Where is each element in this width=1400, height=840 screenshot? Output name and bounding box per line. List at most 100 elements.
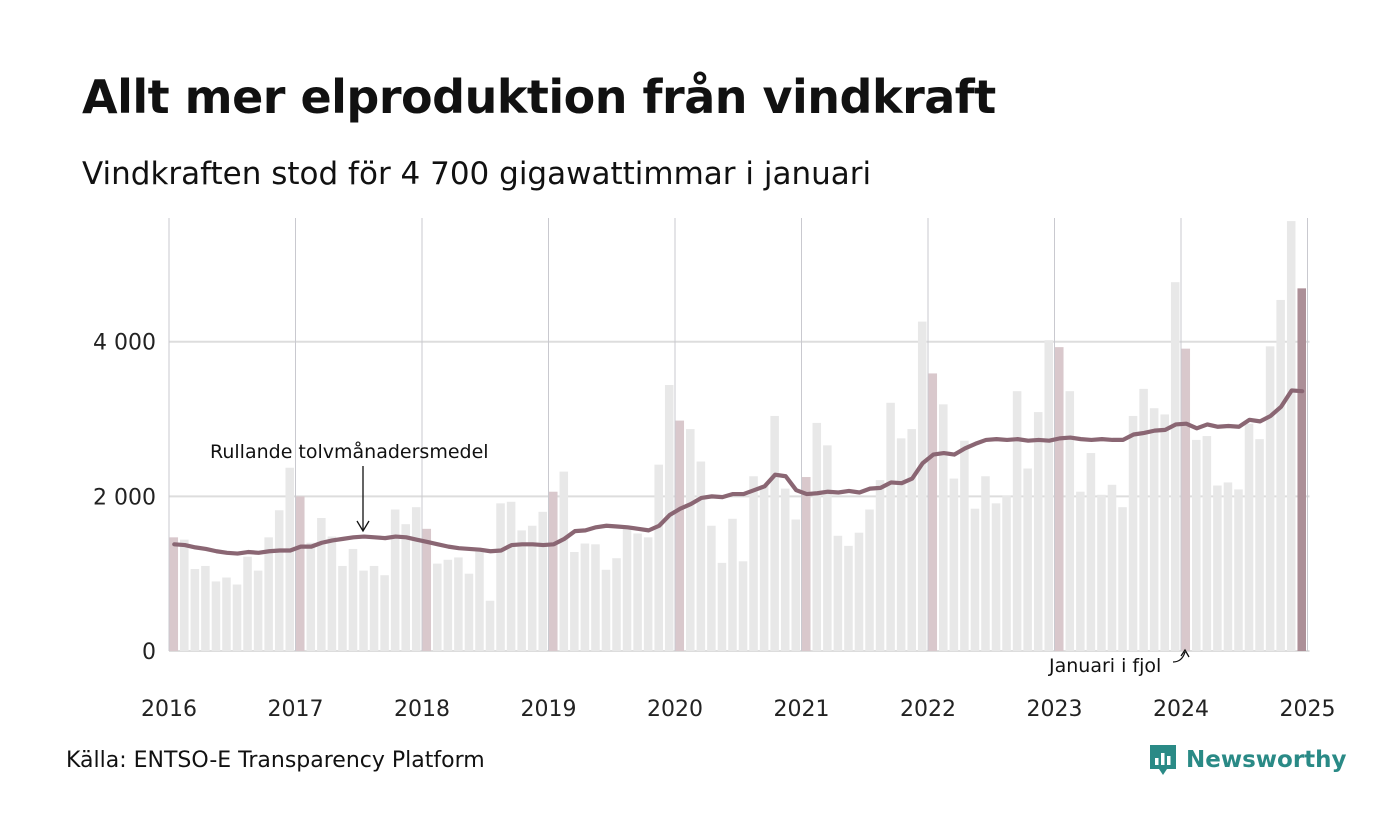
rolling-average-arrowhead <box>356 520 370 533</box>
bar-month <box>264 537 273 651</box>
x-tick-label: 2020 <box>647 697 703 722</box>
bar-month <box>1044 340 1053 651</box>
chart-subtitle: Vindkraften stod för 4 700 gigawattimmar… <box>82 156 872 192</box>
y-tick-label: 4 000 <box>93 331 156 356</box>
bar-month <box>907 429 916 651</box>
bar-month <box>759 485 769 651</box>
bar-month <box>1286 221 1296 651</box>
monthly-bars <box>169 221 1306 652</box>
bar-month <box>886 402 895 651</box>
bar-month <box>633 533 642 651</box>
bar-month <box>612 558 621 651</box>
bar-month <box>222 577 231 651</box>
newsworthy-logo[interactable]: Newsworthy <box>1148 743 1347 777</box>
january-last-year-arrow <box>1172 651 1186 663</box>
source-note: Källa: ENTSO-E Transparency Platform <box>66 748 485 773</box>
january-last-year-annotation: Januari i fjol <box>1048 655 1161 677</box>
bar-month <box>591 544 600 651</box>
bar-month <box>1118 507 1127 651</box>
bar-month <box>506 501 516 651</box>
bar-month <box>791 519 800 651</box>
bar-month <box>991 503 1001 651</box>
bar-month <box>485 600 495 651</box>
bar-month <box>1223 482 1233 651</box>
bar-month <box>211 581 221 651</box>
bar-month <box>875 480 885 651</box>
x-tick-label: 2016 <box>141 697 197 722</box>
grid-lines <box>168 218 1310 652</box>
bar-month <box>1170 282 1180 651</box>
bar-month <box>981 476 990 651</box>
bar-month <box>812 422 822 651</box>
bar-month <box>675 420 685 651</box>
bar-month <box>1149 408 1159 651</box>
bar-month <box>306 542 316 651</box>
bar-month <box>422 528 432 651</box>
bar-month <box>823 445 832 651</box>
bar-month <box>190 569 200 651</box>
bar-month <box>475 551 484 651</box>
rolling-average-line-group <box>172 388 1305 556</box>
bar-month <box>770 415 779 651</box>
x-tick-label: 2023 <box>1027 697 1083 722</box>
bar-month <box>928 373 938 651</box>
bar-month <box>1055 347 1064 651</box>
rolling-average-line <box>172 388 1305 556</box>
bar-month <box>464 573 474 651</box>
bar-month <box>401 524 410 651</box>
bar-month <box>1202 436 1212 651</box>
bar-month <box>939 404 948 651</box>
bar-month <box>1244 423 1254 651</box>
bar-month <box>1033 412 1043 651</box>
bar-month <box>380 575 389 651</box>
bar-month <box>169 537 179 651</box>
bar-month <box>960 440 969 651</box>
bar-month <box>454 557 463 651</box>
bar-month <box>970 508 980 651</box>
bar-month <box>1213 485 1222 651</box>
y-tick-label: 2 000 <box>93 485 156 510</box>
bar-month <box>348 548 358 651</box>
bar-month <box>232 584 242 651</box>
bar-month <box>296 496 305 651</box>
bar-month <box>601 569 611 651</box>
x-tick-label: 2024 <box>1153 697 1209 722</box>
bar-month <box>728 518 737 651</box>
bar-month <box>317 518 326 651</box>
bar-month <box>180 539 189 651</box>
y-tick-label: 0 <box>142 640 156 665</box>
bar-month <box>1097 494 1106 651</box>
bar-month <box>643 537 653 651</box>
bar-month <box>1076 491 1085 651</box>
bar-month <box>1065 391 1075 651</box>
bar-month <box>1265 346 1275 651</box>
bar-month <box>338 565 347 651</box>
bar-month <box>580 543 590 651</box>
bar-month <box>717 562 727 651</box>
bar-month <box>243 556 252 651</box>
chart-title: Allt mer elproduktion från vindkraft <box>82 70 996 124</box>
bar-month <box>833 535 843 651</box>
bar-month <box>411 507 421 651</box>
bar-month <box>696 461 706 651</box>
x-tick-label: 2022 <box>900 697 956 722</box>
bar-month <box>802 477 811 651</box>
bar-month <box>1276 299 1285 651</box>
bar-month <box>369 565 379 651</box>
x-tick-label: 2025 <box>1280 697 1336 722</box>
wind-production-chart: 0 2 000 4 000 2016 2017 2018 2019 2020 2021 2022 2… <box>93 218 1336 722</box>
bar-month <box>738 561 748 651</box>
bar-month <box>274 510 284 651</box>
bar-month <box>390 509 400 651</box>
x-tick-label: 2021 <box>774 697 830 722</box>
bar-month <box>1297 288 1306 651</box>
bar-month <box>1128 415 1138 651</box>
bar-month <box>1023 468 1032 651</box>
x-tick-label: 2017 <box>268 697 324 722</box>
bar-month <box>749 476 758 651</box>
bar-month <box>359 570 368 651</box>
bar-month <box>780 488 790 652</box>
bar-month <box>1012 391 1022 651</box>
january-last-year-arrowhead <box>1180 648 1190 658</box>
bar-month <box>285 467 294 651</box>
